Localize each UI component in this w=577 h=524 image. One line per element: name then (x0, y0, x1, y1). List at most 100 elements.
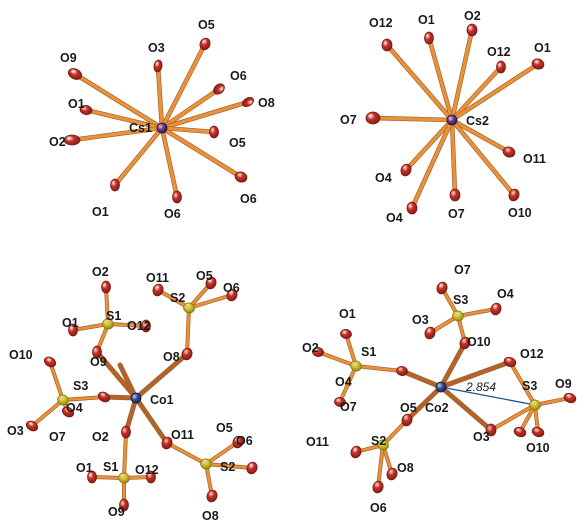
bond (489, 403, 537, 432)
atom-ellipsoid (213, 83, 225, 95)
atom-label: O4 (335, 375, 352, 389)
atom-ellipsoid (436, 281, 448, 295)
bond (371, 116, 454, 122)
atom-ellipsoid (466, 23, 478, 37)
atom-label: S3 (73, 379, 88, 393)
atom-ellipsoid (503, 356, 517, 368)
atom-label: O12 (135, 463, 159, 477)
bond (427, 36, 454, 122)
atom-ellipsoid (43, 356, 57, 368)
bond (84, 108, 164, 130)
bond (160, 126, 243, 179)
atom-label: O4 (497, 287, 514, 301)
metal-label-co1: Co1 (150, 393, 174, 407)
atom-ellipsoid (199, 37, 211, 51)
atom-ellipsoid (401, 413, 413, 427)
bond (134, 396, 169, 445)
atom-label: O1 (92, 205, 109, 219)
atom-ellipsoid (92, 345, 102, 359)
atom-ellipsoid (57, 394, 69, 406)
atom-ellipsoid (172, 190, 182, 204)
bond (134, 352, 189, 400)
atom-ellipsoid (400, 163, 412, 177)
atom-label: O1 (68, 97, 85, 111)
bond (316, 350, 358, 368)
bond (410, 118, 454, 210)
atom-ellipsoid (531, 426, 545, 438)
atom-ellipsoid (386, 467, 398, 481)
atom-ellipsoid (119, 498, 129, 512)
atom-label: O2 (92, 430, 109, 444)
atom-ellipsoid (63, 134, 81, 146)
atom-label: O8 (163, 350, 180, 364)
bond (165, 441, 208, 466)
atom-ellipsoid (531, 58, 545, 70)
bond (106, 322, 148, 328)
atom-label: O12 (127, 319, 151, 333)
atom-label: O10 (9, 348, 33, 362)
atom-ellipsoid (452, 310, 464, 322)
atom-label: S1 (103, 460, 118, 474)
bond (160, 126, 179, 199)
bond (113, 126, 164, 187)
atom-ellipsoid (350, 445, 362, 459)
atom-label: S3 (522, 379, 537, 393)
atom-ellipsoid (87, 470, 97, 484)
atom-label: O12 (369, 16, 393, 30)
atom-ellipsoid (449, 188, 461, 202)
atom-ellipsoid (209, 125, 219, 139)
atom-ellipsoid (161, 436, 173, 450)
bond (354, 364, 404, 373)
atom-label: O9 (108, 505, 125, 519)
atom-label: O2 (49, 135, 66, 149)
atom-ellipsoid (205, 276, 217, 290)
atom-label: O2 (464, 9, 481, 23)
atom-label: O11 (523, 152, 546, 166)
bond (450, 118, 516, 197)
bond (338, 364, 358, 404)
atom-label: O4 (375, 171, 392, 185)
atom-ellipsoid (381, 38, 393, 52)
bond (450, 65, 503, 122)
atom-ellipsoid (61, 406, 75, 418)
atoms-layer (25, 23, 577, 512)
bond (439, 341, 467, 389)
atom-ellipsoid (446, 114, 458, 126)
atom-label: O7 (448, 207, 465, 221)
co-s-distance-label: 2.854 (465, 380, 496, 394)
atom-ellipsoid (502, 146, 516, 158)
bond (160, 42, 207, 130)
bond (156, 288, 191, 310)
atom-ellipsoid (130, 392, 142, 404)
atom-label: O10 (508, 206, 532, 220)
metal-label-cs1: Cs1 (129, 121, 152, 135)
bond (48, 360, 65, 402)
atom-ellipsoid (312, 347, 324, 357)
bond (450, 62, 540, 122)
bond (400, 369, 443, 389)
atom-ellipsoid (232, 435, 244, 449)
bond (450, 28, 474, 122)
atom-label: O5 (198, 18, 215, 32)
atom-label: O8 (258, 96, 275, 110)
atom-ellipsoid (513, 426, 527, 438)
atom-ellipsoid (79, 105, 93, 115)
atom-label: O2 (92, 265, 109, 279)
atom-ellipsoid (68, 323, 78, 337)
bond (204, 440, 240, 466)
atom-ellipsoid (110, 178, 120, 192)
atom-ellipsoid (226, 288, 238, 302)
atom-ellipsoid (183, 302, 195, 314)
atom-ellipsoid (97, 391, 111, 403)
atom-ellipsoid (152, 283, 164, 297)
contacts-layer (440, 386, 536, 406)
atom-ellipsoid (459, 336, 471, 350)
bond (122, 430, 128, 480)
atom-label: O3 (7, 424, 24, 438)
atom-label: O11 (306, 435, 329, 449)
bond (450, 118, 511, 154)
bond (185, 306, 191, 356)
atom-label: S1 (106, 309, 121, 323)
